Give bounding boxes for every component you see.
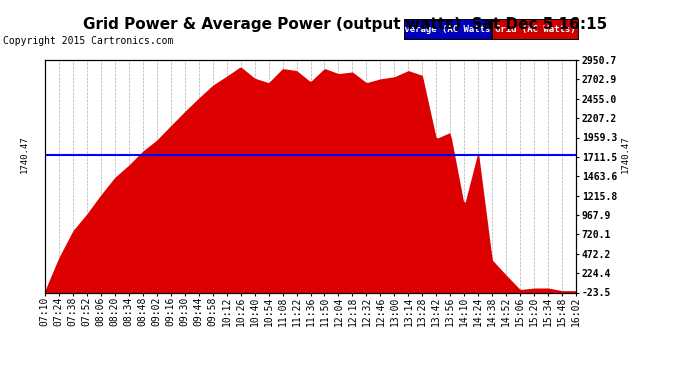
Text: Grid Power & Average Power (output watts)  Sat Dec 5 16:15: Grid Power & Average Power (output watts… <box>83 17 607 32</box>
Text: Copyright 2015 Cartronics.com: Copyright 2015 Cartronics.com <box>3 36 174 46</box>
Text: Average (AC Watts): Average (AC Watts) <box>399 25 496 34</box>
Text: 1740.47: 1740.47 <box>621 136 630 173</box>
Text: 1740.47: 1740.47 <box>20 136 29 173</box>
Text: Grid (AC Watts): Grid (AC Watts) <box>495 25 575 34</box>
